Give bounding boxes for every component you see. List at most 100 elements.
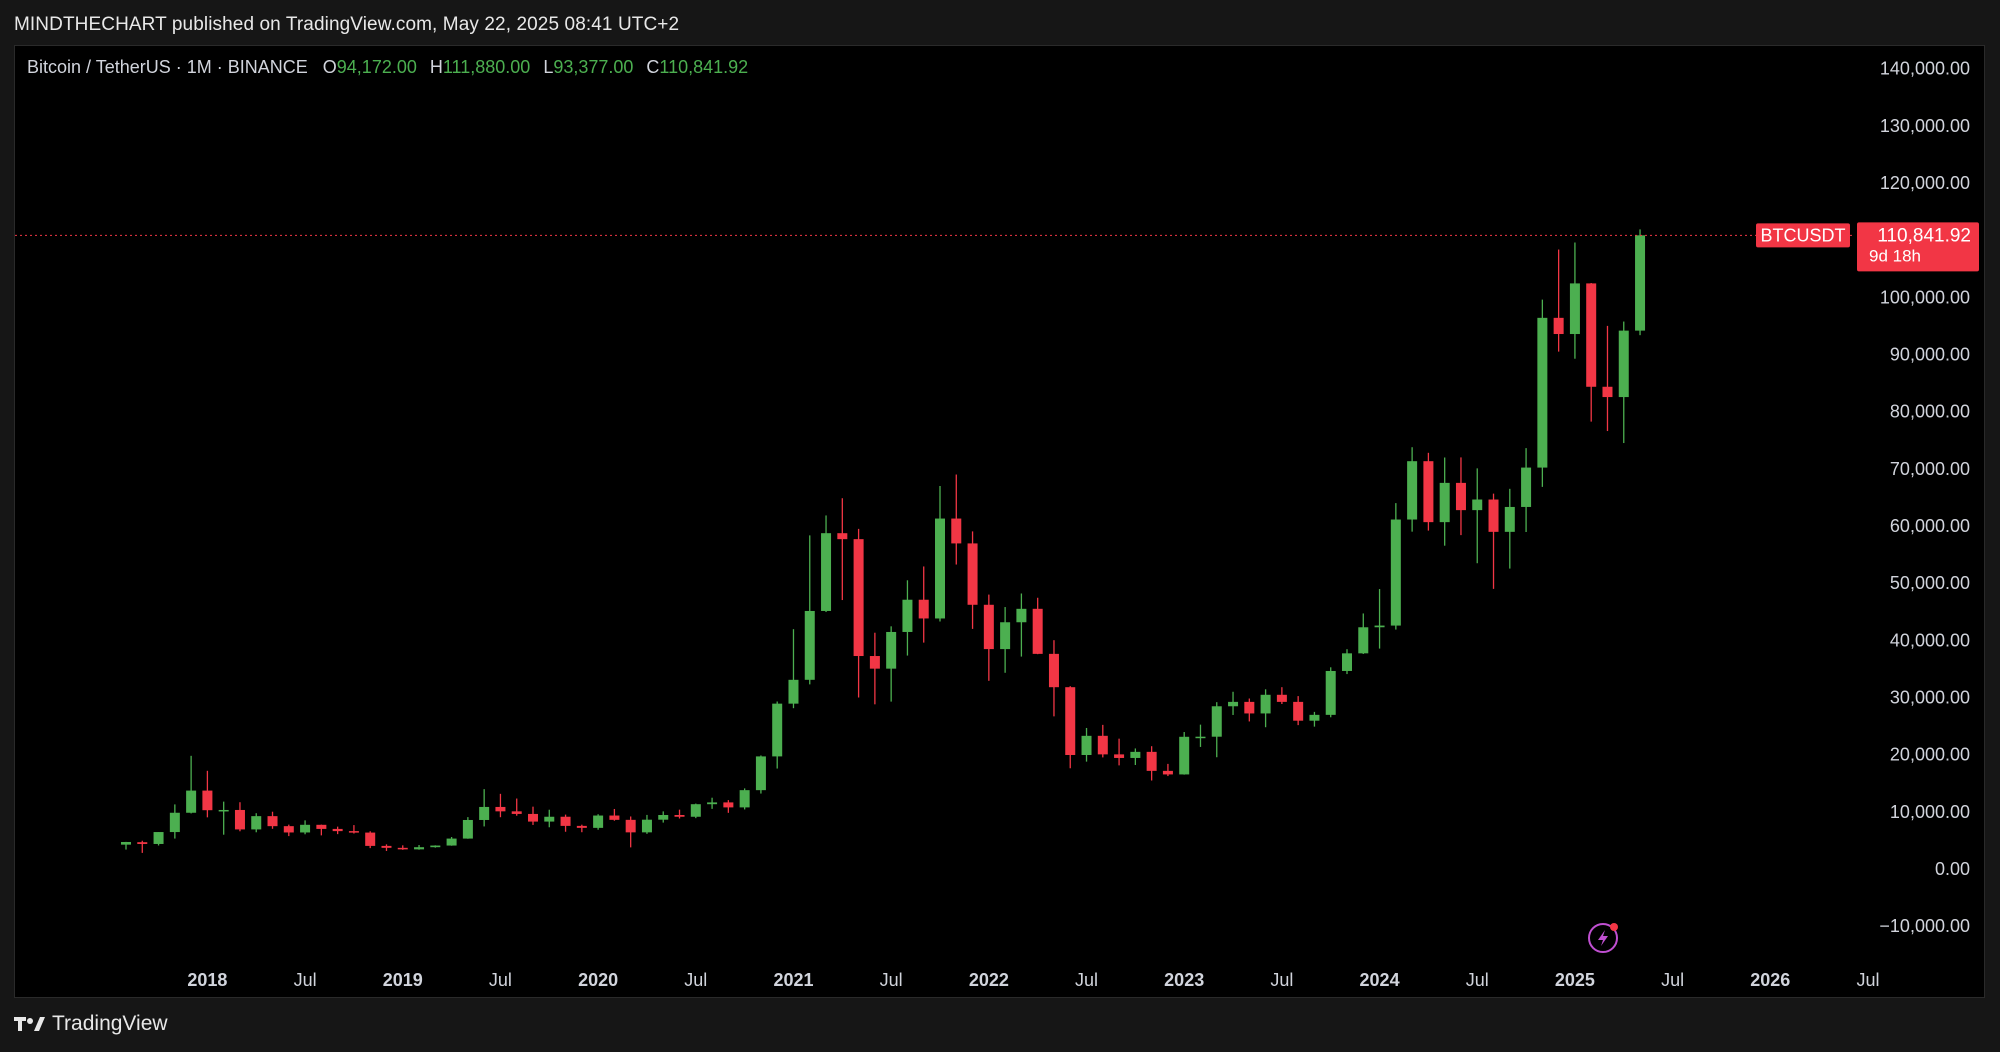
candle[interactable] xyxy=(1618,321,1629,444)
candle[interactable] xyxy=(1032,597,1043,655)
footer-brand[interactable]: TradingView xyxy=(14,1012,168,1036)
candle[interactable] xyxy=(1488,493,1499,589)
candle[interactable] xyxy=(332,826,343,835)
lightning-icon[interactable] xyxy=(1588,923,1618,953)
candle[interactable] xyxy=(560,814,571,832)
candle[interactable] xyxy=(1276,687,1287,705)
candle[interactable] xyxy=(837,498,848,601)
candle[interactable] xyxy=(1553,249,1564,352)
candle[interactable] xyxy=(300,820,311,835)
candle[interactable] xyxy=(739,788,750,810)
candle[interactable] xyxy=(983,594,994,681)
candle[interactable] xyxy=(609,808,620,821)
candle[interactable] xyxy=(316,824,327,836)
candle[interactable] xyxy=(446,836,457,846)
candle[interactable] xyxy=(121,841,131,850)
candle[interactable] xyxy=(1179,732,1190,775)
chart-area[interactable]: −10,000.00 0.00 10,000.00 20,000.00 30,000.0… xyxy=(14,45,1985,998)
candle[interactable] xyxy=(1114,738,1125,766)
candle[interactable] xyxy=(348,825,359,834)
candle[interactable] xyxy=(918,566,929,643)
candle[interactable] xyxy=(1195,724,1206,747)
candle[interactable] xyxy=(1521,448,1532,533)
candle[interactable] xyxy=(169,804,180,839)
candlestick-chart[interactable]: −10,000.00 0.00 10,000.00 20,000.00 30,000.0… xyxy=(15,46,1986,999)
candle[interactable] xyxy=(1293,696,1304,726)
candle[interactable] xyxy=(674,809,685,819)
candle[interactable] xyxy=(528,806,538,825)
candle[interactable] xyxy=(886,626,897,702)
candle[interactable] xyxy=(755,755,766,794)
candle[interactable] xyxy=(869,632,880,705)
candle[interactable] xyxy=(1569,242,1580,359)
candle[interactable] xyxy=(804,535,815,685)
candle[interactable] xyxy=(723,800,734,813)
candle[interactable] xyxy=(365,831,376,849)
candle[interactable] xyxy=(495,793,506,818)
candle[interactable] xyxy=(1081,727,1092,762)
candle[interactable] xyxy=(544,809,555,828)
price-axis-label: 20,000.00 xyxy=(1890,745,1970,765)
candle[interactable] xyxy=(967,531,978,629)
candle[interactable] xyxy=(283,824,294,837)
candle[interactable] xyxy=(1000,607,1011,673)
candle[interactable] xyxy=(479,789,490,827)
candle[interactable] xyxy=(690,803,701,819)
candle[interactable] xyxy=(1586,283,1597,422)
candle[interactable] xyxy=(625,816,636,848)
candle[interactable] xyxy=(641,814,652,834)
candle[interactable] xyxy=(202,770,213,818)
candle[interactable] xyxy=(1146,746,1157,781)
candle[interactable] xyxy=(186,755,197,814)
candle[interactable] xyxy=(658,811,669,823)
candle[interactable] xyxy=(1065,686,1076,769)
candle[interactable] xyxy=(1260,689,1271,728)
candle[interactable] xyxy=(1407,447,1418,532)
candle[interactable] xyxy=(381,844,392,851)
candle[interactable] xyxy=(853,528,864,698)
candle[interactable] xyxy=(788,629,799,709)
candle[interactable] xyxy=(1309,711,1320,727)
candle[interactable] xyxy=(1325,667,1336,718)
candle[interactable] xyxy=(430,845,441,848)
candle[interactable] xyxy=(1504,488,1515,569)
candle[interactable] xyxy=(1390,503,1401,630)
candle[interactable] xyxy=(1048,640,1059,717)
candle[interactable] xyxy=(414,845,425,850)
candle[interactable] xyxy=(576,824,587,833)
candle[interactable] xyxy=(397,845,408,850)
candle[interactable] xyxy=(267,811,278,829)
candle[interactable] xyxy=(462,817,473,839)
candle[interactable] xyxy=(1097,724,1108,758)
candle[interactable] xyxy=(1244,698,1255,722)
candle[interactable] xyxy=(1455,457,1466,536)
candle[interactable] xyxy=(821,515,832,613)
candle[interactable] xyxy=(218,801,229,835)
candle[interactable] xyxy=(1635,229,1646,336)
candle[interactable] xyxy=(902,580,913,656)
candle[interactable] xyxy=(1342,649,1352,675)
candle[interactable] xyxy=(1358,613,1369,654)
candle[interactable] xyxy=(935,485,945,622)
candle[interactable] xyxy=(1211,702,1222,758)
candle[interactable] xyxy=(234,802,245,832)
candle[interactable] xyxy=(772,701,783,769)
candle[interactable] xyxy=(1537,299,1548,487)
candle[interactable] xyxy=(1228,691,1239,715)
candle[interactable] xyxy=(593,814,604,830)
candle[interactable] xyxy=(1130,748,1141,766)
candle[interactable] xyxy=(153,832,164,846)
candle[interactable] xyxy=(1162,763,1173,777)
candle[interactable] xyxy=(137,840,148,853)
candle[interactable] xyxy=(1602,325,1613,432)
candle[interactable] xyxy=(1423,452,1434,531)
candle[interactable] xyxy=(251,813,262,833)
candle[interactable] xyxy=(511,798,522,816)
symbol-price-tag[interactable]: BTCUSDT xyxy=(1756,223,1850,248)
candle[interactable] xyxy=(1374,589,1385,649)
candle[interactable] xyxy=(1439,457,1450,546)
candle[interactable] xyxy=(707,797,718,809)
candle[interactable] xyxy=(1016,593,1027,657)
candle[interactable] xyxy=(1472,468,1483,564)
candle[interactable] xyxy=(951,474,962,565)
